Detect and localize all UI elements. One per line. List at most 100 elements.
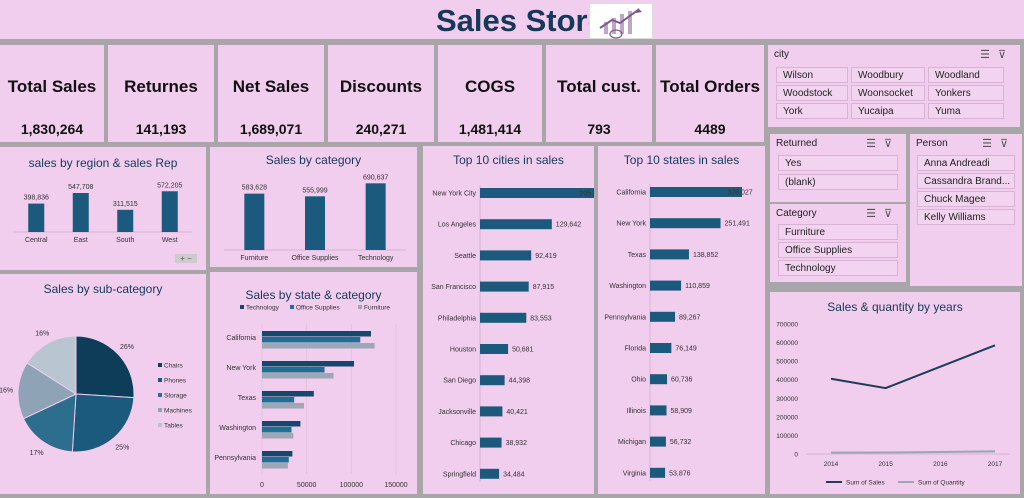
slicer-item[interactable]: Wilson <box>776 67 848 83</box>
data-label: 138,852 <box>693 252 718 259</box>
chart-cities-svg: New York City 205,808 Los Angeles 129,642 Se… <box>431 185 594 482</box>
data-label: 205,808 <box>579 191 594 198</box>
tick-label: 150000 <box>384 482 407 489</box>
slicer-item[interactable]: Yonkers <box>928 85 1004 101</box>
legend-swatch <box>240 305 244 309</box>
clear-filter-icon[interactable]: ⊽ <box>883 208 900 220</box>
bar <box>480 468 500 479</box>
slicer-item[interactable]: Anna Andreadi <box>917 155 1015 171</box>
bar <box>480 406 503 417</box>
tick-label: South <box>116 237 134 244</box>
clear-filter-icon[interactable]: ⊽ <box>999 138 1016 150</box>
data-label: 34,484 <box>503 471 525 478</box>
data-label: 76,149 <box>675 346 697 353</box>
clear-filter-icon[interactable]: ⊽ <box>883 138 900 150</box>
slicer-item[interactable]: Cassandra Brand... <box>917 173 1015 189</box>
kpi-value: 1,830,264 <box>20 121 84 137</box>
bar <box>262 391 314 397</box>
slicer-item[interactable]: Yuma <box>928 103 1004 119</box>
bar <box>262 373 334 379</box>
slicer-item[interactable]: Woodbury <box>851 67 925 83</box>
chart-panel-years: Sales & quantity by years 0 100000 200000 3… <box>770 292 1020 494</box>
data-label: 690,637 <box>363 174 388 181</box>
slicer-item[interactable]: Office Supplies <box>778 242 898 258</box>
bar <box>365 183 386 250</box>
slicer-item[interactable]: Woonsocket <box>851 85 925 101</box>
legend-swatch <box>158 363 162 367</box>
slicer-item[interactable]: York <box>776 103 848 119</box>
series-line <box>830 450 996 454</box>
tick-label: Office Supplies <box>292 255 339 262</box>
data-label: 38,932 <box>506 440 528 447</box>
slicer-item[interactable]: Furniture <box>778 224 898 240</box>
bar <box>480 375 505 386</box>
expand-collapse-button[interactable]: + − <box>175 254 197 263</box>
legend-label: Phones <box>164 378 187 385</box>
bar <box>305 196 325 250</box>
slicer-category[interactable]: Category ☰⊽ Furniture Office Supplies Te… <box>770 204 906 282</box>
slicer-item[interactable]: (blank) <box>778 174 898 190</box>
kpi-discounts: Discounts 240,271 <box>328 45 434 142</box>
slicer-item[interactable]: Yes <box>778 155 898 171</box>
slicer-icons: ☰⊽ <box>866 207 900 220</box>
chart-states-svg: California 328,027 New York 251,491 Texas 138… <box>604 184 753 481</box>
bar <box>28 203 45 232</box>
multi-select-icon[interactable]: ☰ <box>866 138 884 150</box>
slicer-person[interactable]: Person ☰⊽ Anna Andreadi Cassandra Brand.… <box>910 134 1022 286</box>
tick-label: California <box>226 335 256 342</box>
chart-title: Sales by sub-category <box>43 282 163 296</box>
kpi-value: 141,193 <box>135 121 187 137</box>
multi-select-icon[interactable]: ☰ <box>866 208 884 220</box>
multi-select-icon[interactable]: ☰ <box>982 138 1000 150</box>
data-label: 129,642 <box>556 222 581 229</box>
tick-label: 0 <box>794 452 798 459</box>
slicer-item[interactable]: Woodland <box>928 67 1004 83</box>
data-label: 25% <box>115 445 129 452</box>
data-label: 547,708 <box>68 184 93 191</box>
slicer-item[interactable]: Kelly Williams <box>917 209 1015 225</box>
tick-label: Michigan <box>618 439 646 446</box>
tick-label: San Diego <box>443 378 476 385</box>
bar <box>650 280 682 291</box>
legend-swatch <box>358 305 362 309</box>
tick-label: Washington <box>609 283 646 290</box>
bar <box>262 397 295 403</box>
bar <box>262 433 294 439</box>
kpi-label: Total Orders <box>660 77 760 96</box>
data-label: 44,398 <box>509 378 531 385</box>
slicer-item[interactable]: Chuck Magee <box>917 191 1015 207</box>
tick-label: Houston <box>450 347 476 354</box>
page-title: Sales Store <box>436 3 605 38</box>
pie-slice <box>75 335 135 399</box>
bar <box>650 249 689 260</box>
data-label: 311,515 <box>113 201 138 208</box>
bar <box>480 437 502 448</box>
bar <box>650 218 721 229</box>
slicer-icons: ☰⊽ <box>866 137 900 150</box>
tick-label: 200000 <box>776 414 798 421</box>
slicer-item[interactable]: Woodstock <box>776 85 848 101</box>
chart-title: Sales by category <box>265 153 362 167</box>
chart-title: Sales by state & category <box>245 288 382 302</box>
clear-filter-icon[interactable]: ⊽ <box>997 49 1014 61</box>
tick-label: 2016 <box>933 461 948 468</box>
multi-select-icon[interactable]: ☰ <box>980 49 998 61</box>
data-label: 26% <box>120 344 134 351</box>
slicer-city[interactable]: city ☰⊽ Wilson Woodbury Woodland Woodsto… <box>768 45 1020 127</box>
tick-label: Washington <box>219 425 256 432</box>
slicer-item[interactable]: Technology <box>778 260 898 276</box>
tick-label: Texas <box>238 395 257 402</box>
kpi-net-sales: Net Sales 1,689,071 <box>218 45 324 142</box>
chart-panel-states: Top 10 states in sales California 328,027… <box>598 146 765 494</box>
tick-label: Pennsylvania <box>604 314 646 321</box>
data-label: 83,553 <box>530 315 552 322</box>
slicer-item[interactable]: Yucaipa <box>851 103 925 119</box>
chart-years-svg: 0 100000 200000 300000 400000 500000 600000 700… <box>776 322 1010 487</box>
legend-label: Sum of Quantity <box>918 480 965 487</box>
kpi-total-orders: Total Orders 4489 <box>656 45 764 142</box>
data-label: 16% <box>35 331 49 338</box>
chart-title: Top 10 cities in sales <box>453 153 564 167</box>
slicer-returned[interactable]: Returned ☰⊽ Yes (blank) <box>770 134 906 202</box>
bar <box>262 451 293 457</box>
tick-label: 2014 <box>824 461 839 468</box>
